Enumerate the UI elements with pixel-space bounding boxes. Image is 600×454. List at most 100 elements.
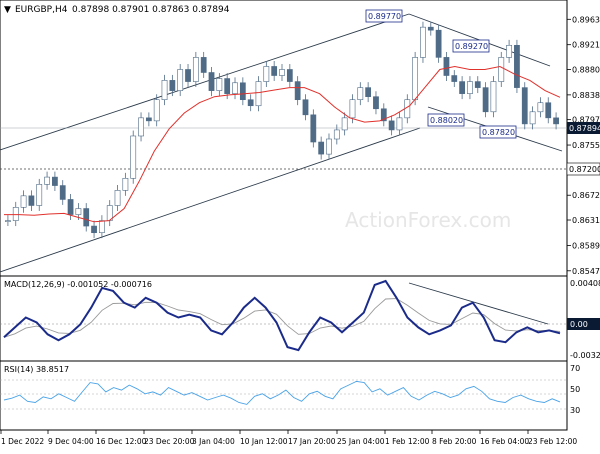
time-tick-label: 16 Feb 04:00 xyxy=(480,437,529,446)
candle-body xyxy=(443,57,450,76)
lower-channel-line xyxy=(0,127,421,273)
macd-ytick: 0.004083 xyxy=(570,279,600,288)
candle-body xyxy=(161,80,168,101)
candle-body xyxy=(271,66,278,76)
candle-body xyxy=(12,207,19,221)
time-tick-label: 8 Feb 20:00 xyxy=(432,437,477,446)
candle-body xyxy=(255,81,262,107)
candle-body xyxy=(537,102,544,113)
candle-body xyxy=(145,117,152,122)
candle-body xyxy=(36,184,43,206)
time-tick-label: 23 Dec 20:00 xyxy=(144,437,195,446)
macd-panel: MACD(12,26,9) -0.001052 -0.000716 0.0040… xyxy=(0,275,600,362)
annotation-label: 0.87820 xyxy=(482,128,515,137)
candle-body xyxy=(75,208,82,215)
annotation-label: 0.89270 xyxy=(455,42,488,51)
candle-body xyxy=(224,78,231,94)
price-panel: ▼ EURGBP,H4 0.87898 0.87901 0.87863 0.87… xyxy=(0,0,600,277)
rsi-ytick: 50 xyxy=(570,385,580,394)
candle-body xyxy=(396,117,403,131)
annotation-low-1: 0.88020 xyxy=(427,113,465,127)
candle-body xyxy=(232,82,238,94)
rsi-ytick: 70 xyxy=(570,364,580,373)
macd-zero-tag: 0.00 xyxy=(567,318,600,330)
time-tick-label: 3 Jan 04:00 xyxy=(192,437,235,446)
time-tick-label: 17 Jan 20:00 xyxy=(288,437,336,446)
candle-body xyxy=(52,176,58,186)
time-tick-label: 1 Feb 12:00 xyxy=(385,437,430,446)
rsi-line xyxy=(3,380,561,405)
symbol-label: EURGBP,H4 xyxy=(15,5,68,15)
reference-level-label: 0.87200 xyxy=(569,165,600,174)
candle-body xyxy=(294,81,301,101)
annotation-label: 0.88020 xyxy=(430,116,463,125)
candle-body xyxy=(529,111,536,125)
rsi-title: RSI(14) 38.8517 xyxy=(4,365,69,374)
annotation-high-1: 0.89770 xyxy=(365,9,403,23)
candle-body xyxy=(177,69,184,91)
rsi-ytick: 30 xyxy=(570,406,580,415)
time-tick-label: 9 Dec 04:00 xyxy=(48,437,94,446)
candle-body xyxy=(459,81,465,94)
candle-body xyxy=(67,199,74,215)
macd-trendline xyxy=(408,282,549,325)
candle-body xyxy=(435,29,442,58)
current-price-label: 0.87894 xyxy=(569,124,600,133)
time-tick-label: 25 Jan 04:00 xyxy=(337,437,385,446)
time-tick-label: 16 Dec 12:00 xyxy=(96,437,147,446)
candle-body xyxy=(286,69,293,82)
candle-body xyxy=(99,220,105,234)
candle-body xyxy=(357,87,364,101)
candle-body xyxy=(506,44,512,58)
candle-body xyxy=(349,99,356,119)
macd-ytick: 0.00 xyxy=(570,320,588,329)
time-tick-label: 10 Jan 12:00 xyxy=(240,437,288,446)
candle-body xyxy=(5,220,11,222)
moving-average-line xyxy=(4,65,561,223)
time-tick-label: 23 Feb 12:00 xyxy=(528,437,577,446)
candle-body xyxy=(44,176,50,185)
candle-body xyxy=(451,75,458,82)
candle-body xyxy=(467,81,473,94)
candle-body xyxy=(20,195,27,208)
candle-body xyxy=(482,87,489,113)
macd-title: MACD(12,26,9) -0.001052 -0.000716 xyxy=(4,280,152,289)
annotation-low-2: 0.87820 xyxy=(479,125,517,139)
candle-body xyxy=(239,82,246,101)
watermark: ActionForex.com xyxy=(345,208,511,232)
candle-body xyxy=(365,87,372,97)
candle-body xyxy=(380,108,387,122)
candle-body xyxy=(521,87,528,125)
macd-ytick: -0.003209 xyxy=(570,351,600,360)
candle-body xyxy=(553,117,559,125)
dropdown-arrow-icon[interactable]: ▼ xyxy=(4,5,11,15)
candle-body xyxy=(192,57,199,82)
candle-body xyxy=(490,81,497,113)
candle-body xyxy=(420,26,426,58)
candle-body xyxy=(545,102,552,119)
ohlc-readout: 0.87898 0.87901 0.87863 0.87894 xyxy=(72,5,230,15)
candle-body xyxy=(122,177,129,191)
candle-body xyxy=(318,141,325,155)
candle-body xyxy=(341,117,348,131)
candle-body xyxy=(373,96,379,110)
candle-body xyxy=(114,190,121,206)
candle-body xyxy=(91,225,97,234)
candle-body xyxy=(83,208,90,227)
candle-body xyxy=(247,99,254,107)
candle-body xyxy=(279,69,285,76)
candle-body xyxy=(153,99,160,122)
candle-body xyxy=(130,135,137,179)
